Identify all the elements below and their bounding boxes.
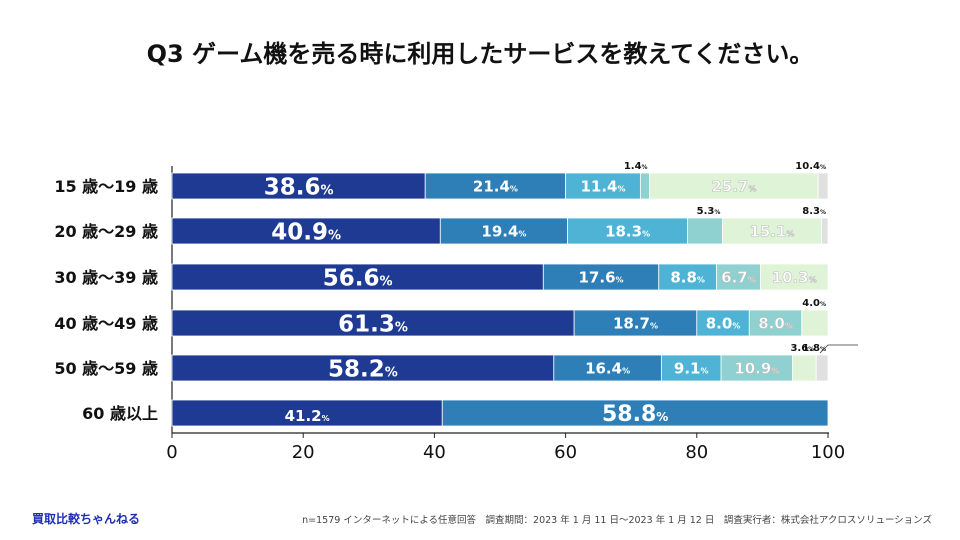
category-label: 15 歳〜19 歳 — [54, 177, 158, 196]
data-label: 6.7% — [721, 268, 756, 286]
x-tick-label: 20 — [292, 442, 315, 463]
data-label: 3.6% — [790, 343, 814, 354]
data-label: 8.8% — [670, 268, 705, 286]
bar-segment — [441, 399, 829, 427]
bar-segment — [573, 309, 698, 337]
bar-segment — [792, 354, 817, 382]
bar-segment — [171, 399, 443, 427]
data-label: 17.6% — [579, 268, 624, 286]
bar-segment — [171, 354, 555, 382]
bar-segment — [687, 217, 723, 245]
x-tick-label: 80 — [685, 442, 708, 463]
data-label: 8.3% — [802, 206, 826, 217]
x-tick-label: 60 — [554, 442, 577, 463]
data-label: 40.9% — [271, 219, 341, 245]
data-label: 25.7% — [711, 177, 756, 195]
bar-segment — [171, 309, 575, 337]
chart-title: Q3 ゲーム機を売る時に利用したサービスを教えてください。 — [146, 40, 814, 68]
category-label: 30 歳〜39 歳 — [54, 268, 158, 287]
bar-segment — [801, 309, 829, 337]
data-label: 1.4% — [624, 161, 648, 172]
data-label: 41.2% — [285, 407, 330, 425]
bar-segment — [171, 172, 426, 200]
bar-segment — [424, 172, 567, 200]
data-label: 58.8% — [602, 402, 668, 427]
bar-segment — [760, 263, 829, 291]
data-label: 18.3% — [605, 222, 650, 240]
bar-segment — [815, 354, 829, 382]
data-label: 10.4% — [795, 161, 826, 172]
bar-segment — [649, 172, 819, 200]
data-label: 18.7% — [613, 314, 658, 332]
bar-segment — [565, 172, 641, 200]
survey-footnote: n=1579 インターネットによる任意回答 調査期間：2023 年 1 月 11… — [302, 515, 932, 526]
brand-logo-text: 買取比較ちゃんねる — [32, 512, 141, 526]
data-label: 11.4% — [580, 177, 625, 195]
category-label: 50 歳〜59 歳 — [54, 359, 158, 378]
category-label: 20 歳〜29 歳 — [54, 222, 158, 241]
x-tick-label: 0 — [166, 442, 177, 463]
leader-line — [819, 344, 858, 354]
bar-segment — [439, 217, 568, 245]
data-label: 10.3% — [772, 268, 817, 286]
data-label: 58.2% — [328, 356, 398, 382]
bar-segment — [721, 217, 822, 245]
category-label: 60 歳以上 — [82, 404, 158, 423]
data-label: 4.0% — [802, 298, 826, 309]
data-label: 10.9% — [734, 359, 779, 377]
data-label: 19.4% — [481, 222, 526, 240]
data-label: 9.1% — [674, 359, 709, 377]
data-label: 56.6% — [323, 265, 393, 291]
data-label: 8.0% — [758, 314, 793, 332]
data-label: 16.4% — [585, 359, 630, 377]
bar-segment — [821, 217, 829, 245]
data-label: 8.0% — [706, 314, 741, 332]
bar-segment — [817, 172, 829, 200]
bar-segment — [567, 217, 689, 245]
bar-segment — [658, 263, 717, 291]
bar-segment — [748, 309, 803, 337]
x-tick-label: 100 — [811, 442, 845, 463]
data-label: 21.4% — [473, 177, 518, 195]
category-label: 40 歳〜49 歳 — [54, 314, 158, 333]
bar-segment — [553, 354, 662, 382]
bar-segment — [639, 172, 650, 200]
data-label: 5.3% — [697, 206, 721, 217]
bar-segment — [696, 309, 750, 337]
data-label: 15.1% — [749, 222, 794, 240]
x-tick-label: 40 — [423, 442, 446, 463]
data-label: 38.6% — [264, 174, 334, 200]
data-label: 61.3% — [338, 311, 408, 337]
bar-segment — [171, 217, 441, 245]
data-label: 1.8% — [802, 343, 826, 354]
